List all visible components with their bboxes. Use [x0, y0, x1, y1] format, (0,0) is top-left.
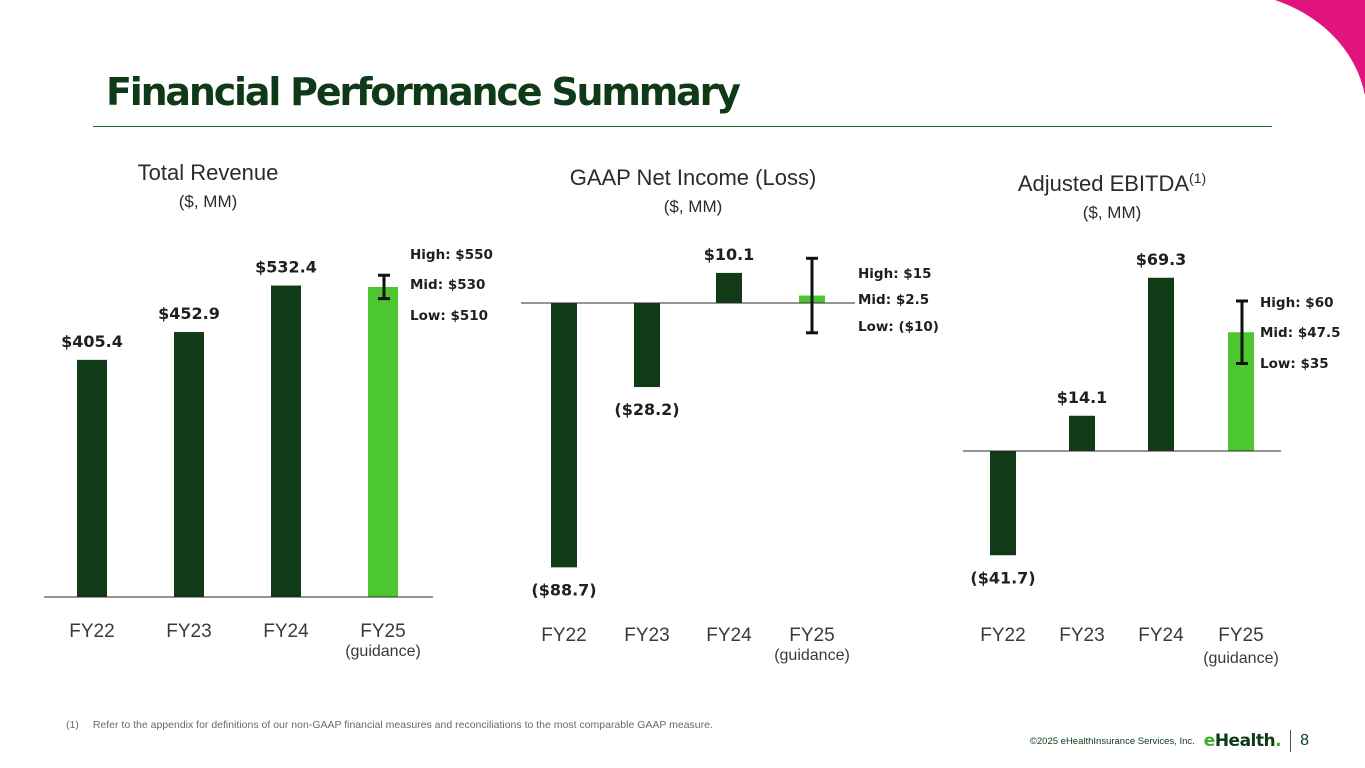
data-label: $14.1 — [1057, 388, 1108, 407]
bar-fy24 — [1148, 277, 1174, 451]
guidance-label: Low: ($10) — [858, 319, 939, 335]
category-sublabel: (guidance) — [774, 647, 850, 664]
category-label: FY23 — [1059, 625, 1104, 646]
data-label: ($41.7) — [970, 568, 1035, 587]
bar-fy22 — [551, 303, 577, 568]
ehealth-logo: eHealth. — [1203, 731, 1282, 751]
category-label: FY23 — [166, 621, 211, 642]
revenue-plot: $405.4 $452.9 $532.4 FY22 FY23 FY24 FY25(guida… — [44, 247, 493, 660]
chart-title: GAAP Net Income (Loss) — [570, 165, 817, 190]
data-label: $10.1 — [704, 245, 755, 264]
net-income-plot: ($88.7) ($28.2) $10.1 FY22 FY23 FY24 FY25(guid… — [521, 245, 939, 664]
corner-accent-shape — [1275, 0, 1365, 95]
title-divider — [93, 126, 1272, 127]
chart-subtitle: ($, MM) — [1083, 203, 1142, 222]
footnote: (1) Refer to the appendix for definitions… — [66, 719, 713, 731]
category-label: FY23 — [624, 625, 669, 646]
footer-divider — [1290, 730, 1292, 752]
bar-fy22 — [77, 359, 107, 597]
guidance-label: Mid: $530 — [410, 277, 485, 293]
category-label: FY24 — [263, 621, 309, 642]
guidance-label: High: $15 — [858, 266, 931, 282]
bar-fy23 — [1069, 415, 1095, 451]
footnote-ref: (1) — [1189, 170, 1206, 186]
bar-fy23 — [174, 332, 204, 597]
data-label: ($28.2) — [614, 400, 679, 419]
data-label: $532.4 — [255, 258, 317, 277]
page-title: Financial Performance Summary — [106, 70, 741, 114]
copyright: ©2025 eHealthInsurance Services, Inc. — [1029, 735, 1195, 747]
category-label: FY25 — [789, 625, 834, 646]
category-label: FY22 — [69, 621, 114, 642]
bar-fy23 — [634, 303, 660, 388]
bar-fy25 — [368, 286, 398, 597]
guidance-label: High: $550 — [410, 247, 493, 263]
category-label: FY24 — [1138, 625, 1184, 646]
data-label: $452.9 — [158, 304, 220, 323]
bar-fy24 — [716, 272, 742, 303]
page-number: 8 — [1300, 732, 1309, 749]
category-label: FY25 — [360, 621, 405, 642]
guidance-label: Mid: $47.5 — [1260, 325, 1341, 341]
category-label: FY24 — [706, 625, 752, 646]
bar-fy24 — [271, 285, 301, 597]
category-sublabel: (guidance) — [345, 643, 421, 660]
category-label: FY25 — [1218, 625, 1263, 646]
guidance-label: High: $60 — [1260, 295, 1333, 311]
chart-title: Total Revenue — [138, 160, 279, 185]
chart-title: Adjusted EBITDA(1) — [1018, 170, 1206, 196]
category-label: FY22 — [980, 625, 1025, 646]
bar-fy22 — [990, 451, 1016, 556]
data-label: ($88.7) — [531, 580, 596, 599]
data-label: $69.3 — [1136, 250, 1187, 269]
footnote-marker: (1) — [66, 719, 79, 731]
guidance-label: Low: $510 — [410, 308, 488, 324]
chart-subtitle: ($, MM) — [664, 197, 723, 216]
category-sublabel: (guidance) — [1203, 650, 1279, 667]
footer: ©2025 eHealthInsurance Services, Inc. eH… — [1030, 730, 1309, 752]
guidance-label: Low: $35 — [1260, 356, 1329, 372]
chart-subtitle: ($, MM) — [179, 192, 238, 211]
footnote-text: Refer to the appendix for definitions of… — [92, 719, 713, 731]
data-label: $405.4 — [61, 332, 123, 351]
category-label: FY22 — [541, 625, 586, 646]
ebitda-plot: ($41.7) $14.1 $69.3 FY22 FY23 FY24 FY25 (guidan… — [963, 250, 1341, 667]
guidance-label: Mid: $2.5 — [858, 292, 929, 308]
